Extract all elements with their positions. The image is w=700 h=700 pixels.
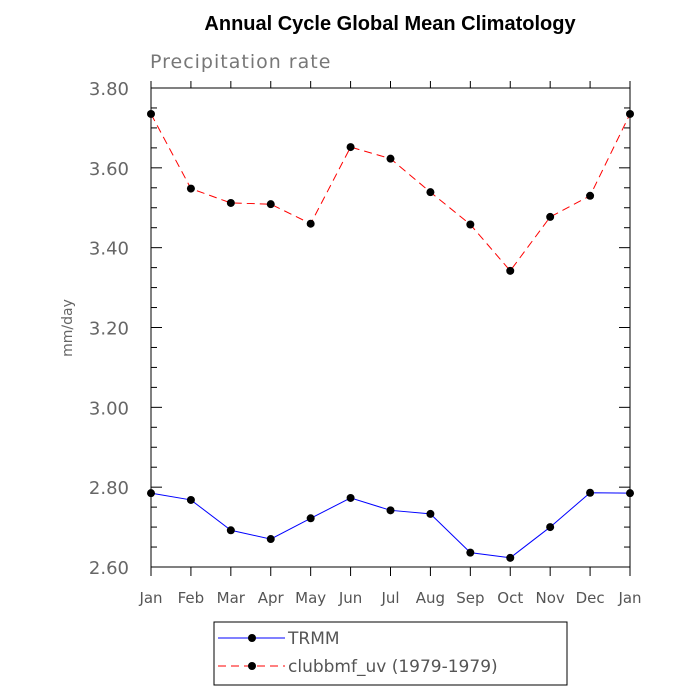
y-tick-label: 3.60 [89,159,129,180]
x-tick-labels: Jan Feb Mar Apr May Jun Jul Aug Sep Oct Nov Dec Jan [138,589,641,607]
data-point [186,495,195,504]
data-point [426,188,435,197]
x-tick-label: Jul [380,589,399,607]
data-point [306,219,315,228]
x-tick-label: Dec [576,589,605,607]
y-tick-label: 2.60 [89,558,129,579]
y-tick-label: 3.80 [89,79,129,100]
data-point [306,514,315,523]
x-tick-label: Apr [258,589,285,607]
data-point [626,109,634,118]
legend-box [213,621,568,686]
legend-label-2: clubbmf_uv (1979-1979) [288,657,498,677]
x-tick-label: Aug [416,589,445,607]
y-tick-label: 2.80 [89,478,129,499]
chart-title: Annual Cycle Global Mean Climatology [204,13,576,35]
legend-marker-2 [248,662,256,670]
x-tick-label: Jan [138,589,162,607]
x-tick-label: Mar [217,589,246,607]
y-axis-label: mm/day [60,299,76,357]
data-point [586,488,595,497]
data-point [386,154,395,163]
data-point [226,526,235,535]
chart-subtitle: Precipitation rate [150,51,331,73]
data-point [346,493,355,502]
data-point [506,266,515,275]
y-tick-label: 3.20 [89,319,129,340]
x-tick-label: Nov [536,589,565,607]
data-point [426,509,435,518]
data-point [226,198,235,207]
data-point [386,506,395,515]
series-line-1 [150,492,631,559]
x-tick-label: Jan [617,589,641,607]
legend-marker-1 [248,634,256,642]
data-point [506,553,515,562]
data-point [147,489,155,498]
x-tick-label: Sep [456,589,484,607]
data-point [466,548,475,557]
axis-ticks [150,81,631,576]
legend: TRMM clubbmf_uv (1979-1979) [213,621,568,686]
data-point [186,184,195,193]
data-point [147,109,155,118]
x-tick-label: Oct [497,589,523,607]
x-tick-label: May [295,589,326,607]
x-tick-label: Jun [338,589,362,607]
data-point [346,143,355,152]
data-point [466,220,475,229]
series-group [147,109,634,562]
x-tick-label: Feb [178,589,205,607]
series-line-2 [150,113,631,272]
y-tick-labels: 2.60 2.80 3.00 3.20 3.40 3.60 3.80 [89,79,129,579]
data-point [626,489,634,498]
y-tick-label: 3.40 [89,239,129,260]
data-point [546,212,555,221]
legend-label-1: TRMM [287,629,340,649]
data-point [586,191,595,200]
y-tick-label: 3.00 [89,398,129,419]
data-point [266,200,275,209]
data-point [266,535,275,544]
data-point [546,523,555,532]
